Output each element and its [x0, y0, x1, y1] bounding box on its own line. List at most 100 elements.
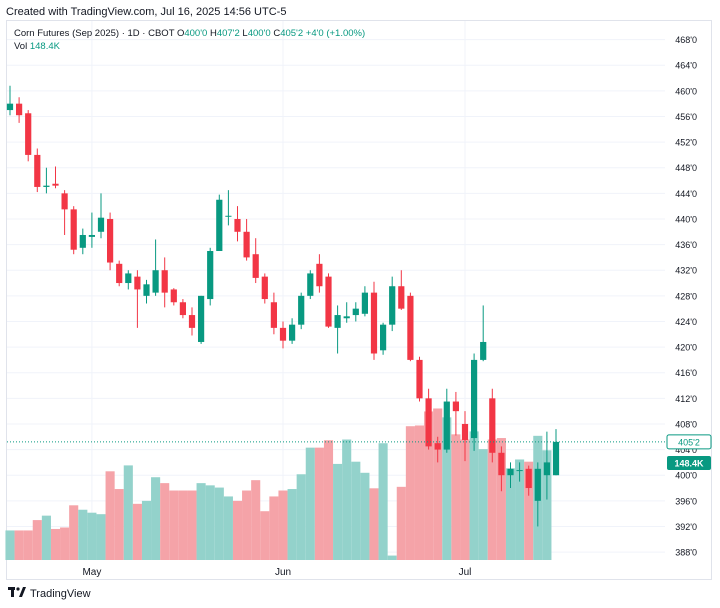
candle-body: [298, 295, 305, 325]
volume-bar: [442, 417, 452, 560]
symbol-title: Corn Futures (Sep 2025) · 1D · CBOT: [14, 28, 175, 39]
volume-bar: [187, 490, 197, 560]
candle-body: [489, 398, 496, 453]
low-value: 400'0: [247, 28, 271, 39]
low-label: L: [242, 28, 248, 39]
candle-body: [552, 441, 560, 476]
volume-bar: [333, 463, 343, 560]
volume-bar: [378, 443, 388, 560]
candle-body: [471, 359, 478, 439]
volume-bar: [87, 512, 97, 560]
candle-body: [43, 185, 50, 187]
open-label: O: [176, 28, 185, 39]
candle-body: [389, 286, 396, 325]
price-tag-box: [666, 434, 712, 450]
y-tick-label: 396'0: [675, 496, 697, 506]
candle-body: [416, 359, 423, 399]
volume-bar: [305, 447, 315, 560]
volume-bar: [141, 500, 152, 560]
volume-bar: [524, 461, 534, 560]
candle-body: [70, 209, 77, 250]
chart-frame: [6, 20, 712, 580]
y-tick-label: 440'0: [675, 214, 697, 224]
candle-body: [116, 263, 123, 284]
volume-bar: [23, 530, 33, 560]
y-tick-label: 404'0: [675, 445, 697, 455]
volume-bar: [414, 425, 425, 560]
candle-body: [134, 276, 141, 290]
volume-bar: [351, 461, 361, 560]
y-tick-label: 416'0: [675, 368, 697, 378]
volume-bar: [478, 449, 488, 560]
volume-bar: [214, 487, 224, 560]
created-caption: Created with TradingView.com, Jul 16, 20…: [6, 6, 287, 18]
y-tick-label: 420'0: [675, 343, 697, 353]
volume-bar: [105, 471, 115, 560]
volume-bar: [50, 528, 61, 560]
volume-bar: [232, 500, 243, 560]
candle-body: [307, 273, 314, 296]
volume-bar: [542, 450, 552, 560]
volume-bar: [242, 490, 252, 560]
volume-bar: [396, 486, 406, 560]
candle-body: [279, 327, 287, 341]
y-tick-label: 448'0: [675, 163, 697, 173]
legend-ohlc-row: Corn Futures (Sep 2025) · 1D · CBOT O400…: [14, 27, 365, 40]
volume-bar: [32, 520, 42, 560]
candle-body: [516, 470, 523, 472]
footer-brand-text: TradingView: [30, 588, 91, 600]
candle-body: [143, 284, 150, 296]
candle-body: [525, 468, 532, 489]
candle-body: [407, 295, 414, 360]
volume-bar: [96, 514, 106, 560]
y-tick-label: 436'0: [675, 240, 697, 250]
volume-tag-box: [667, 456, 711, 470]
candle-body: [52, 183, 59, 186]
candle-body: [152, 270, 159, 293]
candle-body: [125, 273, 132, 284]
volume-value: 148.4K: [29, 41, 60, 52]
volume-bar: [69, 505, 79, 560]
volume-bar: [387, 555, 397, 560]
y-tick-label: 456'0: [675, 112, 697, 122]
volume-bar: [169, 490, 179, 560]
open-value: 400'0: [184, 28, 208, 39]
candle-body: [6, 103, 14, 111]
y-tick-label: 400'0: [675, 471, 697, 481]
volume-tag-label: 148.4K: [674, 459, 704, 469]
volume-bar: [287, 489, 297, 560]
y-tick-label: 444'0: [675, 189, 697, 199]
candle-body: [325, 276, 332, 327]
y-tick-label: 464'0: [675, 61, 697, 71]
volume-label: Vol: [14, 41, 28, 52]
volume-bar: [469, 431, 479, 560]
candle-body: [498, 452, 505, 476]
volume-bar: [360, 472, 370, 560]
candle-body: [252, 254, 259, 278]
volume-bar: [515, 459, 525, 560]
y-tick-label: 432'0: [675, 266, 697, 276]
volume-bar: [487, 439, 497, 560]
volume-bar: [41, 515, 51, 560]
candle-body: [434, 443, 441, 450]
candle-body: [452, 401, 459, 412]
candle-body: [352, 308, 359, 316]
candle-body: [316, 263, 323, 287]
volume-bar: [5, 530, 15, 560]
volume-bar: [223, 496, 233, 560]
volume-bar: [160, 483, 170, 560]
candle-body: [398, 286, 405, 309]
volume-bar: [314, 447, 324, 560]
volume-bar: [369, 488, 379, 560]
high-value: 407'2: [216, 28, 240, 39]
candle-body: [443, 401, 450, 450]
close-label: C: [273, 28, 281, 39]
volume-bar: [205, 485, 215, 560]
volume-bar: [78, 509, 88, 560]
x-tick-label: Jun: [275, 567, 291, 578]
volume-bar: [405, 426, 415, 560]
candle-body: [188, 315, 196, 328]
high-label: H: [209, 28, 217, 39]
candle-body: [243, 231, 250, 258]
